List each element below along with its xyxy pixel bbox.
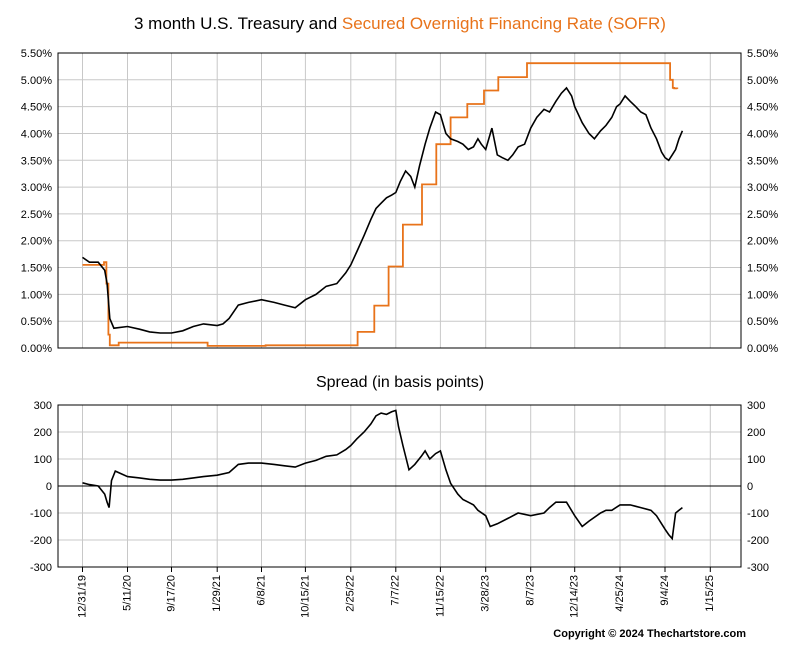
spread-y-tick-label-right: 200: [747, 427, 765, 439]
y-tick-label-right: 4.50%: [747, 102, 778, 114]
y-tick-label-right: 1.00%: [747, 289, 778, 301]
y-tick-label-right: 0.50%: [747, 316, 778, 328]
bottom-plot-frame: [57, 404, 742, 568]
spread-y-tick-label-left: 300: [34, 400, 52, 412]
y-tick-label-right: 2.50%: [747, 209, 778, 221]
x-tick-label: 1/29/21: [211, 575, 223, 612]
x-tick-label: 12/14/23: [569, 575, 581, 618]
top-plot-frame: [57, 52, 742, 349]
spread-y-tick-label-left: 200: [34, 427, 52, 439]
y-tick-label-right: 2.00%: [747, 236, 778, 248]
x-tick-label: 5/11/20: [121, 575, 133, 611]
y-tick-label-right: 3.50%: [747, 155, 778, 167]
spread-y-tick-label-right: 300: [747, 400, 765, 412]
y-tick-label-left: 4.00%: [21, 129, 52, 141]
y-tick-label-right: 0.00%: [747, 343, 778, 355]
y-tick-label-left: 4.50%: [21, 102, 52, 114]
y-tick-label-left: 0.00%: [21, 343, 52, 355]
y-tick-label-left: 2.00%: [21, 236, 52, 248]
x-tick-label: 2/25/22: [345, 575, 357, 612]
title-part-sofr: Secured Overnight Financing Rate (SOFR): [341, 14, 666, 33]
x-tick-label: 1/15/25: [704, 575, 716, 612]
x-tick-label: 4/25/24: [614, 575, 626, 612]
copyright-text: Copyright © 2024 Thechartstore.com: [553, 628, 746, 640]
spread-y-tick-label-right: -100: [747, 508, 769, 520]
treasury-line: [82, 86, 684, 334]
spread-y-tick-label-left: 0: [46, 481, 52, 493]
spread-chart-title: Spread (in basis points): [315, 374, 485, 391]
x-tick-label: 6/8/21: [255, 575, 267, 606]
y-tick-label-left: 3.00%: [21, 182, 52, 194]
spread-line: [82, 409, 683, 541]
chart-title: 3 month U.S. Treasury and Secured Overni…: [0, 14, 800, 34]
spread-y-tick-label-right: 100: [747, 454, 765, 466]
spread-y-tick-label-right: 0: [747, 481, 753, 493]
x-tick-label: 9/17/20: [165, 575, 177, 612]
x-tick-label: 7/7/22: [390, 575, 402, 606]
y-tick-label-right: 3.00%: [747, 182, 778, 194]
sofr-line: [82, 62, 679, 347]
y-tick-label-right: 4.00%: [747, 129, 778, 141]
x-tick-label: 3/28/23: [480, 575, 492, 612]
y-tick-label-left: 2.50%: [21, 209, 52, 221]
y-tick-label-left: 0.50%: [21, 316, 52, 328]
spread-y-tick-label-left: 100: [34, 454, 52, 466]
y-tick-label-left: 3.50%: [21, 155, 52, 167]
title-part-treasury: 3 month U.S. Treasury and: [134, 14, 342, 33]
y-tick-label-left: 5.50%: [21, 48, 52, 60]
y-tick-label-left: 1.50%: [21, 263, 52, 275]
x-tick-label: 9/4/24: [659, 575, 671, 606]
spread-y-tick-label-right: -300: [747, 562, 769, 574]
spread-y-tick-label-left: -100: [30, 508, 52, 520]
x-tick-label: 10/15/21: [299, 575, 311, 618]
y-tick-label-right: 1.50%: [747, 263, 778, 275]
y-tick-label-right: 5.50%: [747, 48, 778, 60]
y-tick-label-left: 5.00%: [21, 75, 52, 87]
x-tick-label: 8/7/23: [525, 575, 537, 606]
spread-y-tick-label-right: -200: [747, 535, 769, 547]
y-tick-label-right: 5.00%: [747, 75, 778, 87]
y-tick-label-left: 1.00%: [21, 289, 52, 301]
x-tick-label: 11/15/22: [434, 575, 446, 617]
spread-y-tick-label-left: -300: [30, 562, 52, 574]
x-tick-label: 12/31/19: [76, 575, 88, 618]
spread-y-tick-label-left: -200: [30, 535, 52, 547]
